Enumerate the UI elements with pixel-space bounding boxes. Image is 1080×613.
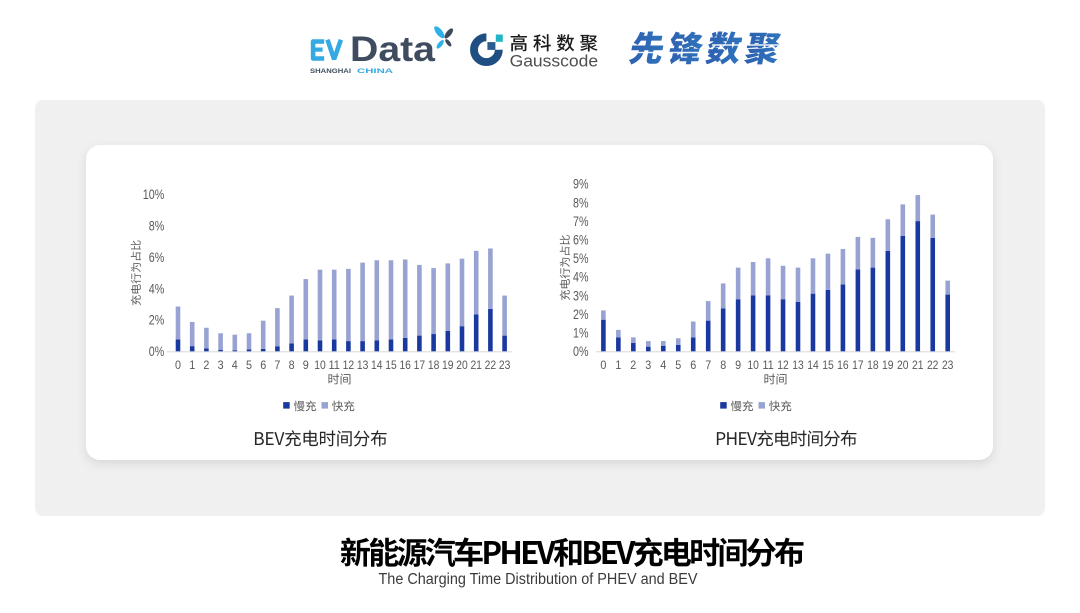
svg-text:The Charging Time Distribution: The Charging Time Distribution of PHEV a…: [379, 571, 699, 588]
svg-text:23: 23: [499, 358, 511, 372]
svg-text:11: 11: [762, 358, 774, 372]
svg-text:SHANGHAI: SHANGHAI: [310, 68, 351, 75]
svg-text:12: 12: [777, 358, 789, 372]
svg-text:8%: 8%: [573, 194, 589, 210]
svg-text:22: 22: [485, 358, 497, 372]
svg-text:17: 17: [414, 358, 426, 372]
svg-text:15: 15: [822, 358, 834, 372]
svg-text:10%: 10%: [143, 186, 165, 202]
svg-text:16: 16: [399, 358, 411, 372]
svg-text:6%: 6%: [573, 232, 589, 248]
svg-text:2%: 2%: [573, 306, 589, 322]
svg-text:7: 7: [705, 358, 711, 372]
svg-text:18: 18: [867, 358, 879, 372]
svg-text:19: 19: [882, 358, 894, 372]
svg-text:CHINA: CHINA: [357, 68, 393, 75]
svg-text:9%: 9%: [573, 176, 589, 192]
svg-text:21: 21: [912, 358, 924, 372]
svg-text:3: 3: [218, 358, 224, 372]
svg-text:16: 16: [837, 358, 849, 372]
svg-text:14: 14: [807, 358, 819, 372]
svg-text:Gausscode: Gausscode: [510, 52, 599, 70]
svg-text:5: 5: [246, 358, 252, 372]
svg-text:0%: 0%: [573, 343, 589, 359]
svg-text:8: 8: [289, 358, 295, 372]
svg-text:6: 6: [260, 358, 266, 372]
svg-text:9: 9: [735, 358, 741, 372]
svg-text:23: 23: [942, 358, 954, 372]
svg-text:12: 12: [343, 358, 355, 372]
svg-text:0%: 0%: [149, 343, 165, 359]
svg-text:15: 15: [385, 358, 397, 372]
svg-text:11: 11: [328, 358, 340, 372]
svg-text:20: 20: [897, 358, 909, 372]
svg-text:5%: 5%: [573, 250, 589, 266]
svg-text:6%: 6%: [149, 249, 165, 265]
svg-text:3%: 3%: [573, 287, 589, 303]
svg-text:22: 22: [927, 358, 939, 372]
svg-text:4: 4: [232, 358, 238, 372]
svg-text:13: 13: [357, 358, 369, 372]
svg-text:1: 1: [189, 358, 195, 372]
svg-text:0: 0: [175, 358, 181, 372]
svg-text:4%: 4%: [149, 280, 165, 296]
svg-text:20: 20: [456, 358, 468, 372]
svg-text:9: 9: [303, 358, 309, 372]
svg-text:18: 18: [428, 358, 440, 372]
svg-text:1: 1: [615, 358, 621, 372]
svg-text:13: 13: [792, 358, 804, 372]
svg-text:19: 19: [442, 358, 454, 372]
svg-text:Data: Data: [350, 29, 435, 69]
svg-text:2: 2: [203, 358, 209, 372]
svg-text:10: 10: [314, 358, 326, 372]
svg-text:4: 4: [660, 358, 666, 372]
svg-text:14: 14: [371, 358, 383, 372]
svg-text:10: 10: [747, 358, 759, 372]
svg-text:5: 5: [675, 358, 681, 372]
svg-text:2%: 2%: [149, 312, 165, 328]
svg-text:1%: 1%: [573, 325, 589, 341]
svg-text:7: 7: [274, 358, 280, 372]
svg-text:0: 0: [600, 358, 606, 372]
svg-text:6: 6: [690, 358, 696, 372]
svg-text:8: 8: [720, 358, 726, 372]
svg-text:4%: 4%: [573, 269, 589, 285]
svg-text:21: 21: [470, 358, 482, 372]
svg-text:17: 17: [852, 358, 864, 372]
svg-text:7%: 7%: [573, 213, 589, 229]
svg-text:3: 3: [645, 358, 651, 372]
svg-text:8%: 8%: [149, 218, 165, 234]
svg-text:2: 2: [630, 358, 636, 372]
